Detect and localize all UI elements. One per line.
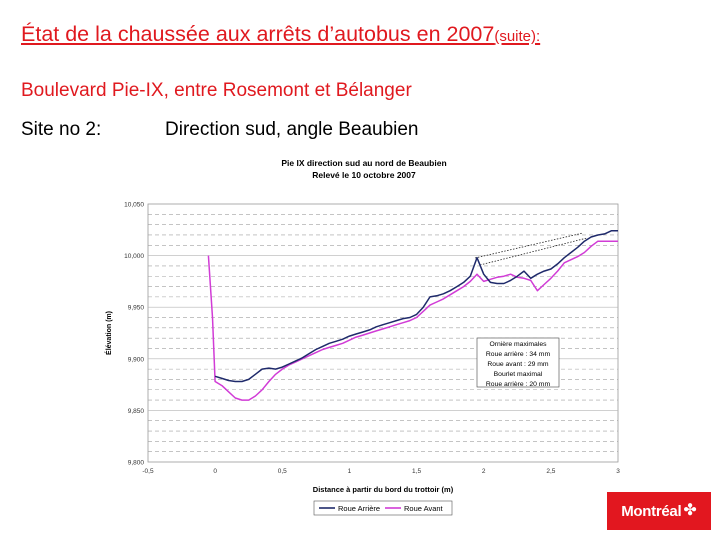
annotation-line: Bourlet maximal bbox=[494, 371, 543, 378]
y-axis-label: Élévation (m) bbox=[104, 311, 113, 355]
montreal-rosette-icon: ✤ bbox=[683, 502, 697, 519]
x-tick-label: 1 bbox=[348, 468, 352, 475]
y-tick-label: 10,050 bbox=[124, 202, 144, 209]
slide-subtitle: Boulevard Pie-IX, entre Rosemont et Béla… bbox=[21, 80, 412, 101]
slide-title-suffix: (suite): bbox=[494, 28, 541, 45]
annotation-line: Roue arrière : 34 mm bbox=[486, 351, 551, 358]
slide-title-text: État de la chaussée aux arrêts d’autobus… bbox=[21, 22, 495, 46]
x-tick-label: 2 bbox=[482, 468, 486, 475]
dotted-reference-lines bbox=[474, 232, 588, 266]
x-axis-label: Distance à partir du bord du trottoir (m… bbox=[313, 485, 454, 494]
x-tick-label: -0,5 bbox=[142, 468, 154, 475]
annotation-frame bbox=[476, 337, 560, 388]
slide-title: État de la chaussée aux arrêts d’autobus… bbox=[21, 22, 540, 47]
reference-line-rear bbox=[474, 232, 584, 259]
x-tick-label: 2,5 bbox=[546, 468, 555, 475]
y-tick-label: 9,850 bbox=[128, 408, 145, 415]
chart-subtitle: Relevé le 10 octobre 2007 bbox=[312, 170, 416, 180]
annotation-lines: Ornière maximales Roue arrière : 34 mm Rou… bbox=[486, 341, 551, 388]
chart-title: Pie IX direction sud au nord de Beaubien bbox=[281, 158, 446, 168]
legend-label-front: Roue Avant bbox=[404, 504, 444, 513]
annotation-box: Ornière maximales Roue arrière : 34 mm Rou… bbox=[476, 337, 560, 388]
series-line-front-wheel bbox=[207, 240, 618, 401]
x-tick-labels: -0,5 0 0,5 1 1,5 2 2,5 3 bbox=[142, 468, 620, 475]
x-tick-label: 0 bbox=[213, 468, 217, 475]
montreal-logo: Montréal ✤ bbox=[607, 492, 711, 530]
elevation-chart: Pie IX direction sud au nord de Beaubien… bbox=[100, 152, 640, 522]
y-tick-labels: 9,800 9,850 9,900 9,950 10,000 10,050 bbox=[124, 202, 144, 467]
y-tick-label: 9,950 bbox=[128, 305, 145, 312]
series-front-wheel bbox=[207, 240, 618, 401]
y-tick-label: 9,800 bbox=[128, 460, 145, 467]
site-direction: Direction sud, angle Beaubien bbox=[165, 119, 419, 140]
x-tick-label: 3 bbox=[616, 468, 620, 475]
annotation-line: Roue avant : 29 mm bbox=[487, 361, 549, 368]
annotation-line: Roue arrière : 20 mm bbox=[486, 381, 551, 388]
chart-legend: Roue Arrière Roue Avant bbox=[313, 500, 453, 516]
plot-area bbox=[147, 203, 619, 463]
series-line-rear-wheel bbox=[214, 230, 618, 383]
annotation-line: Ornière maximales bbox=[489, 341, 547, 348]
y-tick-label: 10,000 bbox=[124, 253, 144, 260]
x-tick-label: 1,5 bbox=[412, 468, 421, 475]
reference-line-front bbox=[479, 237, 588, 266]
y-tick-label: 9,900 bbox=[128, 356, 145, 363]
x-tick-label: 0,5 bbox=[278, 468, 287, 475]
series-rear-wheel bbox=[214, 230, 618, 383]
legend-label-rear: Roue Arrière bbox=[338, 504, 380, 513]
logo-text: Montréal bbox=[621, 502, 682, 520]
site-label: Site no 2: bbox=[21, 119, 102, 140]
legend-frame bbox=[313, 500, 453, 516]
